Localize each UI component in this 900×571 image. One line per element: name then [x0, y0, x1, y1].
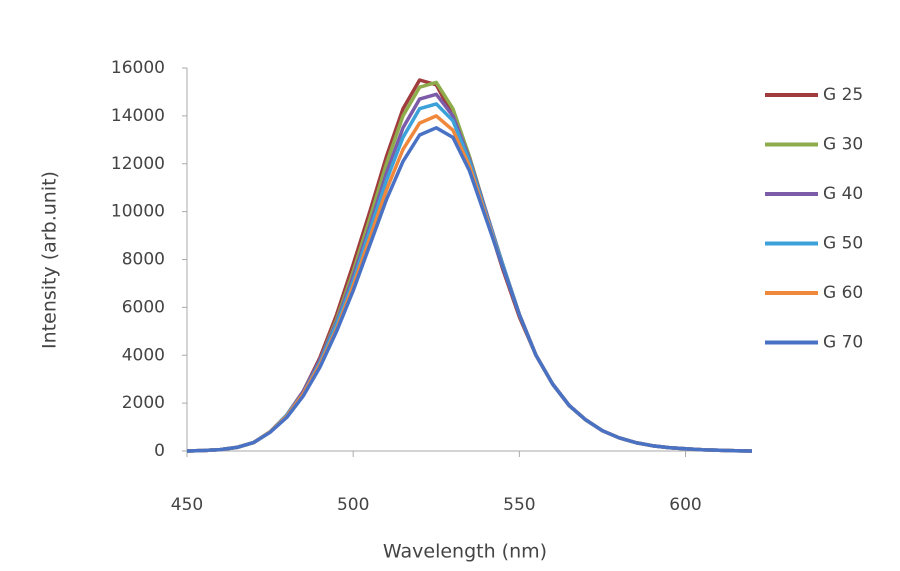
x-tick-label: 550: [503, 495, 535, 515]
y-tick-label: 14000: [111, 106, 165, 126]
y-tick-label: 16000: [111, 58, 165, 78]
y-tick-label: 2000: [122, 393, 165, 413]
legend-label: G 50: [823, 234, 863, 254]
x-tick-label: 600: [669, 495, 701, 515]
y-tick-label: 8000: [122, 250, 165, 270]
y-tick-label: 6000: [122, 297, 165, 317]
y-axis-label: Intensity (arb.unit): [39, 171, 61, 349]
x-tick-label: 500: [337, 495, 369, 515]
y-tick-label: 0: [154, 441, 165, 461]
y-tick-label: 10000: [111, 202, 165, 222]
legend-label: G 70: [823, 333, 863, 353]
x-axis-label: Wavelength (nm): [383, 541, 547, 563]
y-tick-label: 4000: [122, 345, 165, 365]
legend-label: G 60: [823, 283, 863, 303]
series-line: [186, 126, 753, 453]
legend-label: G 25: [823, 85, 863, 105]
x-tick-label: 450: [171, 495, 203, 515]
legend-label: G 40: [823, 184, 863, 204]
legend-label: G 30: [823, 135, 863, 155]
y-tick-label: 12000: [111, 154, 165, 174]
